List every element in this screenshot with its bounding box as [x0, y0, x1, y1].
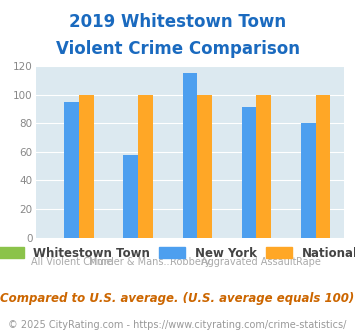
Text: Robbery: Robbery	[170, 257, 210, 267]
Bar	[197, 95, 212, 238]
Text: Violent Crime Comparison: Violent Crime Comparison	[55, 40, 300, 58]
Text: © 2025 CityRating.com - https://www.cityrating.com/crime-statistics/: © 2025 CityRating.com - https://www.city…	[8, 320, 347, 330]
Bar	[138, 95, 153, 238]
Bar	[182, 73, 197, 238]
Legend: Whitestown Town, New York, National: Whitestown Town, New York, National	[0, 243, 355, 263]
Text: Aggravated Assault: Aggravated Assault	[201, 257, 297, 267]
Bar	[316, 95, 330, 238]
Bar	[64, 102, 79, 238]
Bar	[242, 108, 256, 238]
Text: Murder & Mans...: Murder & Mans...	[89, 257, 173, 267]
Text: All Violent Crime: All Violent Crime	[31, 257, 112, 267]
Text: Compared to U.S. average. (U.S. average equals 100): Compared to U.S. average. (U.S. average …	[0, 292, 355, 305]
Bar	[79, 95, 94, 238]
Bar	[124, 155, 138, 238]
Text: Rape: Rape	[296, 257, 321, 267]
Text: 2019 Whitestown Town: 2019 Whitestown Town	[69, 13, 286, 31]
Bar	[256, 95, 271, 238]
Bar	[301, 123, 316, 238]
